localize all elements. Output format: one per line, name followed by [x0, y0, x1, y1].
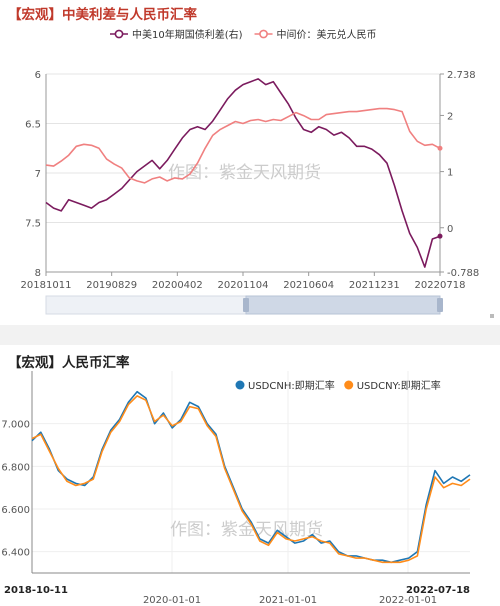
legend-marker-0: [114, 29, 124, 39]
x-tick-label: 2020-01-01: [143, 595, 201, 606]
y-left-tick-label: 8: [35, 268, 41, 279]
watermark: 作图：紫金天风期货: [168, 163, 321, 183]
series-line-0: [31, 390, 471, 564]
y-tick-label: 6.400: [1, 548, 30, 559]
legend-label-0: 中美10年期国债利差(右): [132, 28, 243, 41]
legend-label-0: USDCNH:即期汇率: [248, 379, 335, 392]
x-tick-label: 2018-10-11: [4, 585, 68, 596]
y-tick-label: 6.600: [1, 505, 30, 516]
y-right-tick-label: 2.738: [447, 70, 476, 81]
y-left-tick-label: 6: [35, 70, 41, 81]
chart-title: 【宏观】中美利差与人民币汇率: [8, 7, 197, 23]
x-tick-label: 20190829: [86, 280, 137, 291]
x-tick-label: 20220718: [415, 280, 466, 291]
series-line-1: [31, 395, 471, 564]
y-right-tick-label: 2: [447, 111, 453, 122]
chart-title: 【宏观】人民币汇率: [8, 355, 130, 371]
y-left-tick-label: 7.5: [25, 219, 41, 230]
x-tick-label: 20210604: [283, 280, 334, 291]
series-end-point-0: [437, 233, 443, 239]
legend-marker-1: [259, 29, 268, 39]
x-tick-label: 2022-01-01: [379, 595, 437, 606]
y-tick-label: 7.000: [1, 420, 30, 431]
y-right-tick-label: 0: [447, 224, 453, 235]
corner-dot: [490, 314, 494, 318]
spread-rate-chart: 中美10年期国债利差(右) 中间价：美元兑人民币 6 6.5 7 7.5 8 -0.788 0 1…: [21, 28, 494, 318]
y-left-tick-label: 6.5: [25, 120, 41, 131]
legend-label-1: USDCNY:即期汇率: [357, 379, 441, 392]
zoom-slider-handle-right: [437, 298, 443, 312]
zoom-slider-handle-left: [243, 298, 249, 312]
x-tick-label: 2021-01-01: [259, 595, 317, 606]
chart-panel-spread-rate: 【宏观】中美利差与人民币汇率 中美10年期国债利差(右) 中间价：美元兑人民币 6 6…: [8, 7, 494, 318]
panel-divider: [0, 325, 500, 345]
zoom-slider-selection: [245, 295, 441, 315]
y-right-tick-label: -0.788: [447, 268, 479, 279]
x-tick-label: 20200402: [152, 280, 203, 291]
x-tick-label: 20201104: [218, 280, 269, 291]
legend-marker-1: [344, 380, 354, 390]
series-line-1: [45, 107, 441, 184]
rmb-rate-chart: USDCNH:即期汇率 USDCNY:即期汇率 6.400 6.600 6.800 7.0…: [1, 371, 471, 606]
y-left-tick-label: 7: [35, 169, 41, 180]
series-end-point-1: [437, 145, 443, 151]
watermark: 作图：紫金天风期货: [170, 520, 323, 540]
y-right-tick-label: 1: [447, 168, 453, 179]
x-tick-label: 20181011: [21, 280, 72, 291]
series-line-0: [45, 78, 441, 268]
legend-marker-0: [235, 380, 245, 390]
legend-label-1: 中间价：美元兑人民币: [277, 28, 377, 41]
x-tick-label: 20211231: [349, 280, 400, 291]
chart-panel-rmb-rate: 【宏观】人民币汇率 USDCNH:即期汇率 USDCNY:即期汇率 6.400 6.6…: [0, 345, 500, 606]
y-tick-label: 6.800: [1, 462, 30, 473]
x-tick-label: 2022-07-18: [406, 585, 470, 596]
